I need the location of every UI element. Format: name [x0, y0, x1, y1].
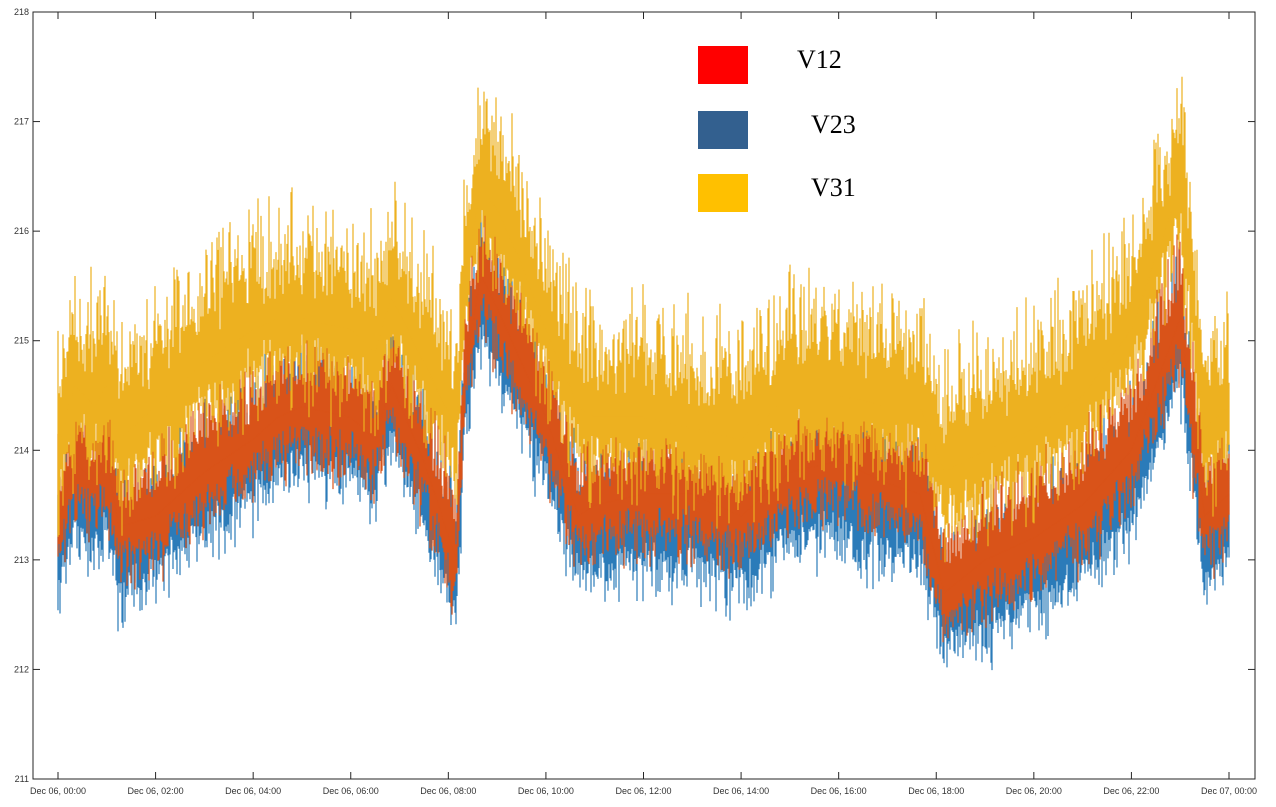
- series-v31-band: [57, 76, 1230, 563]
- x-tick-label: Dec 07, 00:00: [1201, 786, 1257, 796]
- x-tick-label: Dec 06, 22:00: [1103, 786, 1159, 796]
- y-tick-label: 217: [14, 117, 29, 127]
- series-layer: [57, 76, 1230, 671]
- legend-swatch-v23: [698, 111, 748, 149]
- y-axis: 211 212 213 214 215 216 217 218: [14, 7, 1255, 784]
- y-tick-label: 211: [15, 774, 29, 784]
- y-tick-label: 216: [14, 226, 29, 236]
- y-tick-label: 213: [14, 555, 29, 565]
- x-tick-label: Dec 06, 06:00: [323, 786, 379, 796]
- y-tick-label: 218: [14, 7, 29, 17]
- y-tick-label: 212: [14, 664, 29, 674]
- x-axis: Dec 06, 00:00 Dec 06, 02:00 Dec 06, 04:00 D…: [30, 12, 1257, 796]
- x-tick-label: Dec 06, 02:00: [128, 786, 184, 796]
- x-tick-label: Dec 06, 14:00: [713, 786, 769, 796]
- series-v12-line: [57, 273, 1230, 594]
- series-v31-line: [57, 176, 1230, 473]
- legend: V12 V23 V31: [698, 45, 856, 212]
- legend-swatch-v12: [698, 46, 748, 84]
- x-tick-label: Dec 06, 18:00: [908, 786, 964, 796]
- legend-label-v23: V23: [811, 110, 856, 139]
- x-tick-label: Dec 06, 12:00: [615, 786, 671, 796]
- y-tick-label: 214: [14, 445, 29, 455]
- y-tick-label: 215: [14, 336, 29, 346]
- x-tick-label: Dec 06, 00:00: [30, 786, 86, 796]
- x-tick-label: Dec 06, 10:00: [518, 786, 574, 796]
- x-tick-label: Dec 06, 16:00: [811, 786, 867, 796]
- legend-label-v31: V31: [811, 173, 856, 202]
- x-tick-label: Dec 06, 20:00: [1006, 786, 1062, 796]
- legend-swatch-v31: [698, 174, 748, 212]
- x-tick-label: Dec 06, 08:00: [420, 786, 476, 796]
- x-tick-label: Dec 06, 04:00: [225, 786, 281, 796]
- legend-label-v12: V12: [797, 45, 842, 74]
